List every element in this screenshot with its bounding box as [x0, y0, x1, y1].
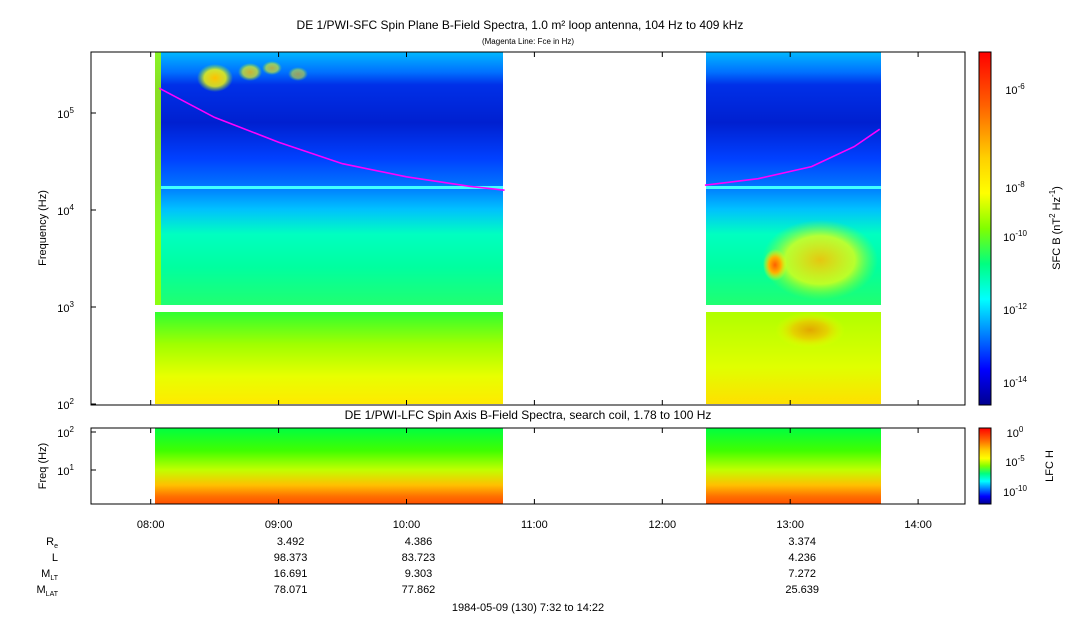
sfc-cbar-label: SFC B (nT2 Hz-1) — [1048, 186, 1063, 270]
eph-value: 7.272 — [788, 568, 816, 580]
x-tick-label: 09:00 — [265, 519, 293, 531]
lfc-block-left — [155, 428, 503, 504]
lfc-spectrogram — [155, 428, 881, 504]
sfc-title: DE 1/PWI-SFC Spin Plane B-Field Spectra,… — [297, 18, 744, 32]
eph-value: 16.691 — [274, 568, 308, 580]
eph-values: 3.492 4.386 3.374 98.373 83.723 4.236 16.691 9.… — [274, 536, 819, 596]
lfc-block-right — [706, 428, 881, 504]
lfc-cbar-label: LFC H — [1044, 450, 1056, 482]
eph-value: 98.373 — [274, 552, 308, 564]
sfc-cbar-tick: 10-6 — [1005, 82, 1025, 97]
ephemeris-table: Re L MLT MLAT 3.492 4.386 3.374 98.373 83.72… — [37, 536, 820, 598]
sfc-cbar-tick: 10-10 — [1003, 229, 1027, 244]
time-axis: 08:00 09:00 10:00 11:00 12:00 13:00 14:00 — [137, 52, 932, 531]
sfc-emission-core — [763, 249, 787, 281]
sfc-frame — [90, 51, 966, 406]
sfc-cbar-tick: 10-14 — [1003, 375, 1027, 390]
sfc-burst-4 — [288, 67, 308, 81]
sfc-ylabel: Frequency (Hz) — [37, 190, 49, 266]
x-tick-label: 12:00 — [649, 519, 677, 531]
x-tick-label: 14:00 — [904, 519, 932, 531]
lfc-frame — [90, 427, 966, 505]
sfc-cbar-tick: 10-12 — [1003, 302, 1027, 317]
sfc-spectrogram — [155, 52, 881, 404]
sfc-emission-right — [762, 220, 878, 300]
sfc-ytick-label: 102 — [57, 397, 74, 412]
sfc-y-ticks: 102 103 104 105 — [57, 106, 96, 412]
eph-label-mlat: MLAT — [37, 584, 59, 598]
lfc-colorbar: 100 10-5 10-10 LFC H — [978, 425, 1056, 505]
eph-value: 3.374 — [788, 536, 816, 548]
sfc-panel: 102 103 104 105 Frequency (Hz) 10-6 10-8… — [37, 51, 1063, 412]
lfc-ytick-label: 102 — [57, 425, 74, 440]
sfc-emission-low — [775, 312, 845, 348]
eph-value: 78.071 — [274, 584, 308, 596]
lfc-y-ticks: 102 101 — [57, 425, 96, 478]
sfc-edge-strip — [155, 52, 161, 305]
lfc-cbar-tick: 10-10 — [1003, 484, 1027, 499]
eph-value: 4.236 — [788, 552, 816, 564]
sfc-ytick-label: 104 — [57, 203, 74, 218]
x-tick-label: 10:00 — [393, 519, 421, 531]
x-tick-label: 08:00 — [137, 519, 165, 531]
eph-label-re: Re — [46, 536, 58, 550]
sfc-ytick-label: 103 — [57, 300, 74, 315]
eph-value: 4.386 — [405, 536, 433, 548]
sfc-ytick-label: 105 — [57, 106, 74, 121]
eph-value: 3.492 — [277, 536, 305, 548]
eph-value: 83.723 — [402, 552, 436, 564]
eph-value: 77.862 — [402, 584, 436, 596]
eph-value: 9.303 — [405, 568, 433, 580]
eph-value: 25.639 — [785, 584, 819, 596]
sfc-burst-3 — [262, 61, 282, 75]
lfc-cbar-tick: 10-5 — [1005, 454, 1025, 469]
sfc-block-left-low — [155, 312, 503, 404]
x-tick-label: 11:00 — [521, 519, 548, 531]
lfc-ytick-label: 101 — [57, 463, 74, 478]
eph-label-mlt: MLT — [41, 568, 59, 582]
sfc-burst-1 — [197, 64, 233, 92]
sfc-block-left-high — [155, 52, 503, 305]
lfc-cbar-tick: 100 — [1007, 425, 1024, 440]
sfc-subtitle: (Magenta Line: Fce in Hz) — [482, 37, 574, 46]
sfc-burst-2 — [238, 63, 262, 81]
sfc-colorbar: 10-6 10-8 10-10 10-12 10-14 SFC B (nT2 H… — [978, 51, 1063, 406]
lfc-ylabel: Freq (Hz) — [37, 443, 49, 489]
eph-label-l: L — [52, 552, 58, 564]
sfc-cyan-line-right — [706, 186, 881, 189]
sfc-cyan-line-left — [161, 186, 503, 189]
lfc-panel: 102 101 Freq (Hz) 100 10-5 10-10 LFC H — [37, 425, 1056, 505]
sfc-cbar-tick: 10-8 — [1005, 180, 1025, 195]
sfc-fce-line — [158, 87, 881, 191]
lfc-title: DE 1/PWI-LFC Spin Axis B-Field Spectra, … — [345, 408, 712, 422]
time-range-label: 1984-05-09 (130) 7:32 to 14:22 — [452, 602, 604, 614]
x-tick-label: 13:00 — [776, 519, 804, 531]
